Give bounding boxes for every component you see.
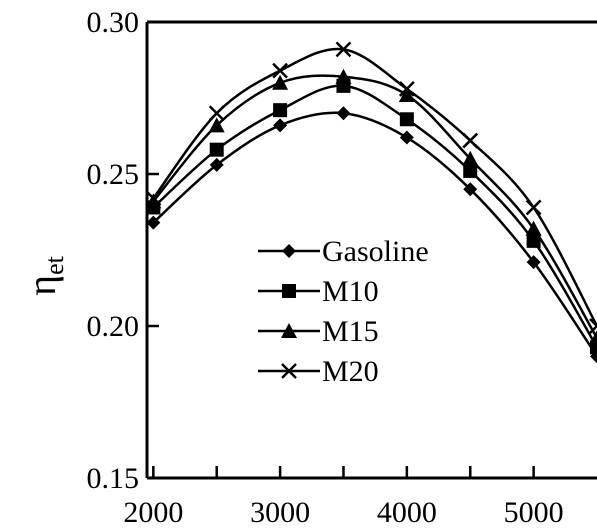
x-marker-stroke bbox=[335, 41, 352, 58]
data-point-m10 bbox=[463, 163, 478, 178]
x-marker-stroke bbox=[272, 62, 288, 79]
y-axis-label-main: η bbox=[19, 275, 64, 296]
data-point-gasoline bbox=[336, 106, 351, 121]
x-marker-stroke bbox=[281, 363, 297, 379]
data-point-m20 bbox=[398, 80, 415, 97]
series-layer bbox=[147, 41, 597, 364]
data-point-m10 bbox=[209, 142, 224, 157]
x-tick-label: 5000 bbox=[504, 496, 564, 529]
x-marker-stroke bbox=[589, 318, 597, 328]
data-point-m15 bbox=[335, 68, 352, 84]
data-point-m20 bbox=[208, 105, 225, 122]
legend-item-m10: M10 bbox=[258, 275, 379, 308]
axes: 0.15 0.20 0.25 0.30 2000 3000 4000 5000 bbox=[87, 6, 597, 529]
data-point-m10 bbox=[273, 103, 288, 118]
x-marker-stroke bbox=[208, 105, 225, 122]
legend-label: M20 bbox=[322, 355, 379, 388]
legend-item-m20: M20 bbox=[258, 355, 379, 388]
x-tick-label: 3000 bbox=[250, 496, 310, 529]
data-point-m20 bbox=[525, 199, 542, 216]
data-point-gasoline bbox=[526, 255, 541, 270]
y-tick-label: 0.15 bbox=[87, 462, 140, 495]
legend-item-gasoline: Gasoline bbox=[258, 235, 429, 268]
legend-marker-gasoline bbox=[282, 244, 296, 258]
x-marker-stroke bbox=[147, 190, 162, 207]
data-point-m15 bbox=[398, 86, 415, 102]
x-marker-stroke bbox=[525, 199, 542, 216]
data-point-m15 bbox=[208, 117, 225, 133]
data-point-gasoline bbox=[273, 118, 288, 133]
x-marker-stroke bbox=[589, 324, 597, 334]
legend-marker-m20 bbox=[281, 363, 297, 379]
data-point-m15 bbox=[462, 150, 479, 166]
data-point-gasoline bbox=[147, 215, 161, 230]
data-point-m15 bbox=[272, 74, 289, 90]
y-tick-label: 0.30 bbox=[87, 6, 140, 39]
series-m20 bbox=[147, 41, 597, 334]
legend-item-m15: M15 bbox=[258, 315, 379, 348]
data-point-m10 bbox=[526, 233, 541, 248]
x-tick-label: 4000 bbox=[377, 496, 437, 529]
data-point-m20 bbox=[272, 62, 288, 79]
data-point-gasoline bbox=[463, 182, 478, 197]
legend-marker-m10 bbox=[282, 284, 296, 298]
data-point-m20 bbox=[147, 190, 162, 207]
legend-label: M15 bbox=[322, 315, 379, 348]
y-axis-label: ηet bbox=[19, 255, 69, 295]
data-point-m20 bbox=[589, 318, 597, 334]
x-tick-label: 2000 bbox=[123, 496, 183, 529]
x-marker-stroke bbox=[462, 132, 479, 149]
y-tick-label: 0.25 bbox=[87, 158, 140, 191]
data-point-m10 bbox=[590, 340, 597, 355]
data-point-m20 bbox=[462, 132, 479, 149]
y-axis-label-sub: et bbox=[40, 255, 69, 275]
legend: Gasoline M10 M15 M20 bbox=[258, 235, 429, 388]
data-point-m15 bbox=[525, 220, 542, 236]
legend-label: M10 bbox=[322, 275, 379, 308]
data-point-gasoline bbox=[209, 157, 224, 172]
y-tick-label: 0.20 bbox=[87, 310, 140, 343]
legend-marker-m15 bbox=[281, 323, 297, 338]
data-point-gasoline bbox=[399, 130, 414, 145]
data-point-m20 bbox=[335, 41, 352, 58]
x-marker-stroke bbox=[398, 80, 415, 97]
data-point-m15 bbox=[589, 330, 597, 346]
data-point-m10 bbox=[399, 112, 414, 127]
legend-label: Gasoline bbox=[322, 235, 429, 268]
series-m10 bbox=[147, 78, 597, 355]
